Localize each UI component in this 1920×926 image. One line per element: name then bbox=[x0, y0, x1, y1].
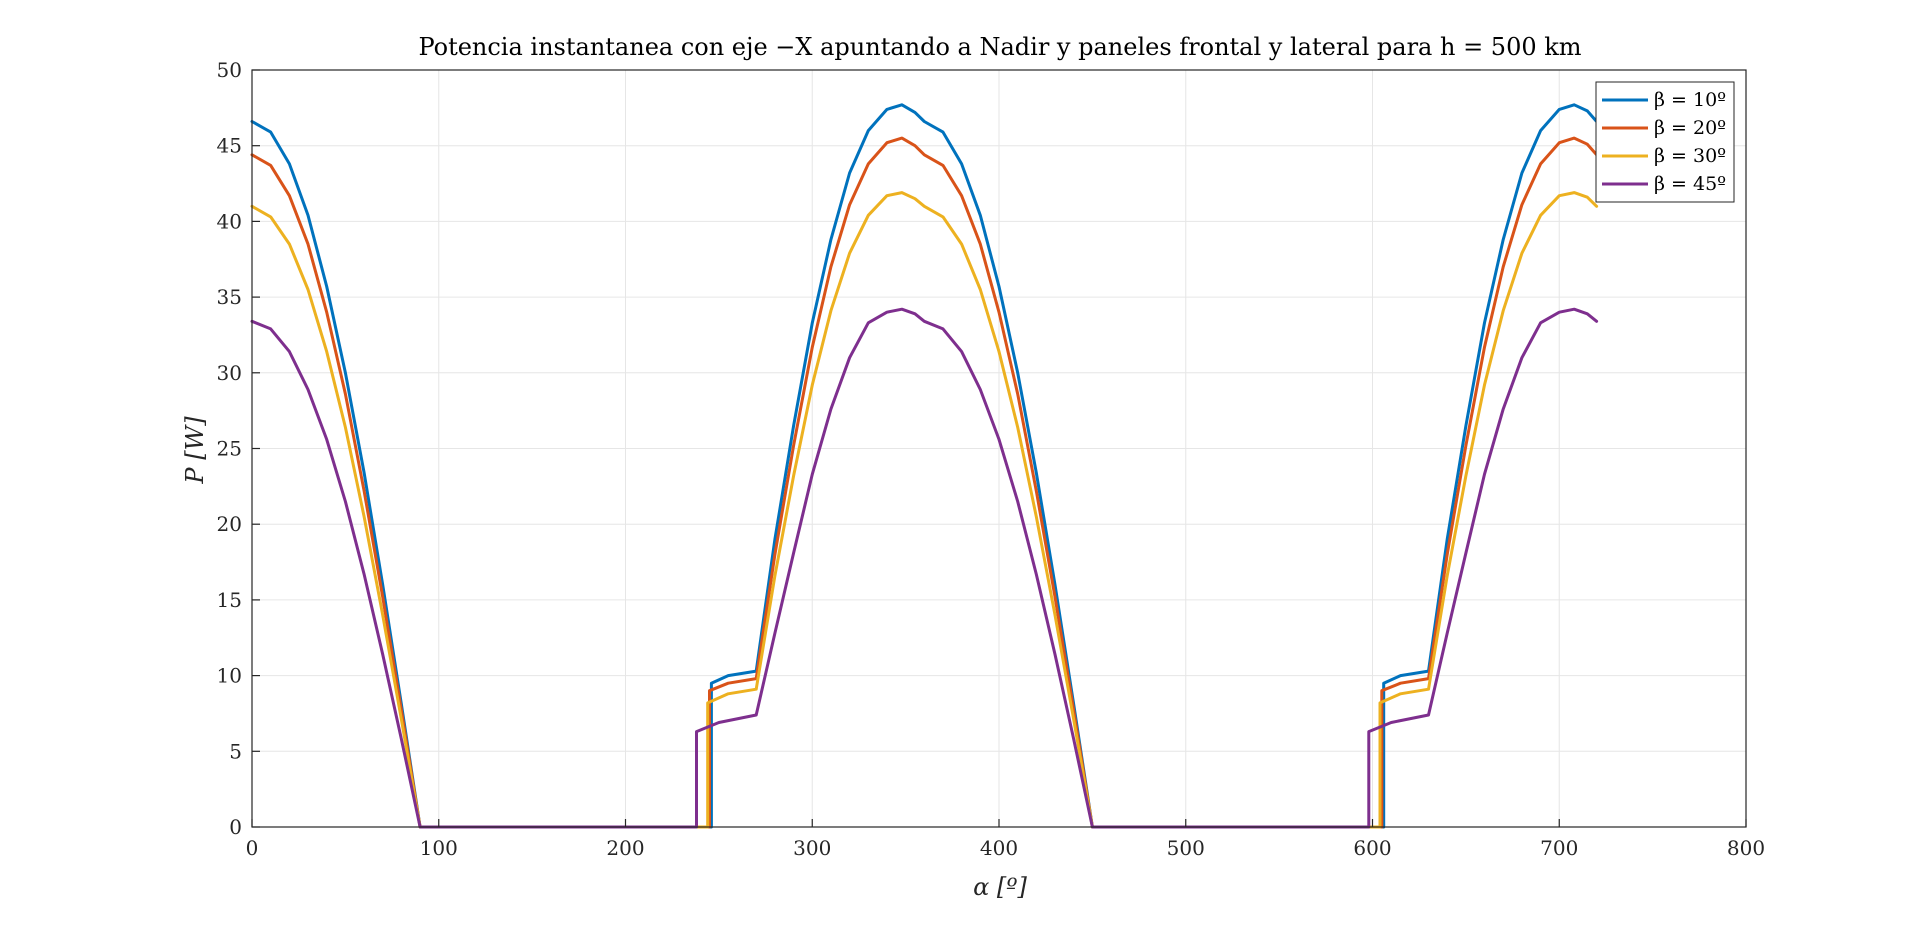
y-tick-label: 35 bbox=[217, 285, 242, 309]
x-tick-label: 300 bbox=[793, 836, 831, 860]
chart-title: Potencia instantanea con eje −X apuntand… bbox=[418, 33, 1581, 61]
legend-label-4: β = 45º bbox=[1654, 173, 1726, 195]
y-tick-label: 25 bbox=[217, 437, 242, 461]
y-axis-label: P [W] bbox=[181, 416, 209, 485]
x-tick-label: 0 bbox=[246, 836, 259, 860]
x-tick-label: 100 bbox=[420, 836, 458, 860]
y-tick-label: 30 bbox=[217, 361, 242, 385]
x-tick-label: 400 bbox=[980, 836, 1018, 860]
x-tick-label: 500 bbox=[1167, 836, 1205, 860]
grid bbox=[251, 69, 1747, 828]
y-tick-label: 15 bbox=[217, 588, 242, 612]
legend-label-2: β = 20º bbox=[1654, 117, 1726, 139]
series-line-1 bbox=[250, 103, 1599, 829]
series-line-3 bbox=[250, 191, 1599, 829]
y-tick-label: 50 bbox=[217, 58, 242, 82]
y-tick-label: 0 bbox=[229, 815, 242, 839]
legend-label-3: β = 30º bbox=[1654, 145, 1726, 167]
x-axis-label: α [º] bbox=[973, 873, 1027, 901]
series-lines bbox=[250, 103, 1599, 829]
tick-labels: 0 100 200 300 400 500 600 700 800 0 5 10 15 20 25 30 35 4… bbox=[217, 58, 1766, 860]
legend-box bbox=[1595, 81, 1735, 203]
axes bbox=[251, 69, 1747, 828]
y-tick-label: 5 bbox=[229, 739, 242, 763]
y-tick-label: 45 bbox=[217, 134, 242, 158]
legend: β = 10º β = 20º β = 30º β = 45º bbox=[1595, 81, 1735, 203]
series-line-4 bbox=[250, 307, 1599, 829]
x-tick-label: 700 bbox=[1540, 836, 1578, 860]
series-line-2 bbox=[250, 136, 1599, 829]
y-tick-label: 40 bbox=[217, 209, 242, 233]
y-tick-label: 20 bbox=[217, 512, 242, 536]
x-tick-label: 800 bbox=[1727, 836, 1765, 860]
x-tick-label: 600 bbox=[1353, 836, 1391, 860]
y-tick-label: 10 bbox=[217, 664, 242, 688]
x-tick-label: 200 bbox=[606, 836, 644, 860]
legend-label-1: β = 10º bbox=[1654, 89, 1726, 111]
